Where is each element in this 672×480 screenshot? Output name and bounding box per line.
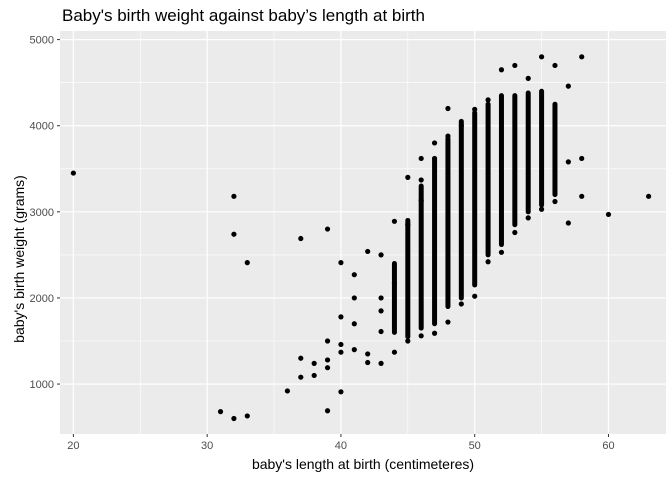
data-point	[579, 54, 585, 60]
data-point	[231, 415, 237, 422]
data-point	[391, 280, 398, 286]
data-point	[512, 62, 518, 69]
data-point	[378, 308, 384, 314]
data-point	[646, 193, 652, 199]
data-point	[391, 218, 398, 224]
data-point	[498, 249, 505, 255]
minor-gridlines	[60, 31, 666, 434]
data-point	[405, 338, 411, 344]
data-point	[365, 359, 371, 366]
data-point	[378, 328, 384, 335]
x-tick-label: 20	[67, 440, 79, 452]
data-point	[472, 293, 478, 299]
data-point	[231, 193, 237, 199]
data-point	[472, 106, 478, 112]
data-point	[445, 133, 451, 139]
data-point	[338, 260, 344, 266]
data-point	[418, 155, 424, 162]
data-point	[378, 360, 384, 366]
chart-title: Baby's birth weight against baby’s lengt…	[62, 6, 425, 25]
data-point	[498, 67, 505, 73]
data-point	[552, 62, 558, 69]
data-point	[431, 140, 438, 146]
data-point	[244, 260, 250, 266]
data-point	[351, 295, 357, 301]
data-point	[311, 372, 317, 379]
data-point	[525, 215, 531, 221]
y-tick-label: 4000	[30, 121, 54, 133]
data-point	[485, 97, 491, 103]
y-tick-label: 2000	[30, 293, 54, 305]
data-point	[579, 193, 585, 199]
data-point	[231, 231, 237, 237]
data-point	[351, 347, 357, 353]
data-point	[338, 349, 344, 355]
data-point	[324, 357, 331, 363]
data-point	[324, 338, 331, 344]
data-point	[565, 159, 571, 165]
data-point	[458, 301, 464, 307]
data-point	[244, 413, 250, 419]
data-point	[538, 54, 545, 60]
data-point	[311, 360, 317, 366]
data-point	[298, 355, 304, 361]
data-point	[431, 330, 438, 336]
data-point	[324, 226, 331, 232]
x-tick-label: 60	[602, 440, 614, 452]
data-point	[217, 409, 224, 415]
data-point	[512, 229, 518, 236]
data-point	[324, 408, 331, 414]
data-point	[378, 252, 384, 258]
data-point	[418, 198, 424, 204]
data-point	[605, 211, 612, 218]
data-point	[565, 220, 571, 226]
data-point	[365, 351, 371, 357]
x-tick-label: 30	[201, 440, 213, 452]
data-point	[338, 314, 344, 320]
data-point	[338, 389, 344, 395]
data-point	[579, 155, 585, 162]
data-point	[298, 235, 304, 242]
y-tick-label: 3000	[30, 207, 54, 219]
data-point	[538, 206, 545, 212]
data-point	[405, 174, 411, 180]
data-point	[418, 333, 424, 339]
data-point	[391, 349, 398, 355]
data-point	[458, 123, 464, 129]
data-point	[405, 222, 411, 228]
data-point	[552, 198, 558, 205]
data-point	[365, 248, 371, 255]
data-points	[70, 54, 652, 422]
data-point	[351, 321, 357, 327]
data-point	[324, 365, 331, 371]
data-point	[284, 388, 291, 394]
data-point	[565, 83, 571, 89]
data-point	[378, 295, 384, 301]
data-point	[418, 177, 424, 183]
x-tick-label: 40	[335, 440, 347, 452]
x-tick-label: 50	[469, 440, 481, 452]
data-point	[431, 155, 438, 162]
data-point	[445, 105, 451, 112]
data-point	[445, 319, 451, 325]
y-axis-label: baby's birth weight (grams)	[11, 175, 27, 343]
plot-panel	[60, 31, 666, 434]
major-gridlines	[60, 31, 666, 434]
data-point	[70, 170, 76, 176]
data-point	[298, 374, 304, 380]
axis-ticks: 20 30 40 50 60 1000 2000 3000 4000 5000	[30, 35, 615, 452]
y-tick-label: 5000	[30, 35, 54, 47]
data-point	[485, 259, 491, 265]
x-axis-label: baby's length at birth (centimeteres)	[251, 456, 475, 472]
data-point	[338, 341, 344, 348]
data-point	[351, 272, 357, 278]
data-point	[525, 75, 531, 81]
y-tick-label: 1000	[30, 379, 54, 391]
